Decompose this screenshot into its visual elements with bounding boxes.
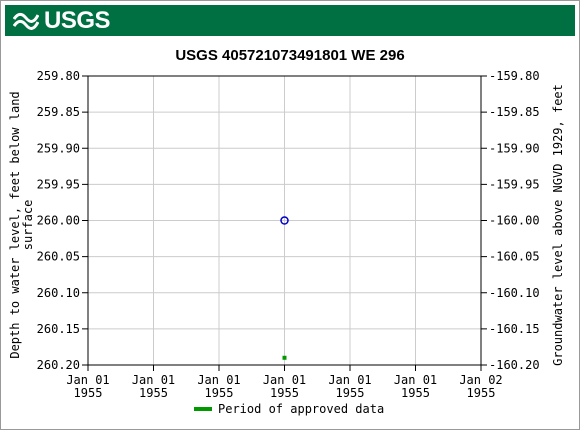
y-right-tick-label: -159.80 [489, 69, 540, 83]
y-right-tick-label: -160.10 [489, 286, 540, 300]
x-tick-label-date: Jan 01 [132, 373, 175, 387]
y-axis-left: 259.80 259.85 259.90 259.95 260.00 260.05 260.… [37, 69, 88, 372]
usgs-logo[interactable]: USGS [13, 7, 111, 34]
y-right-tick-label: -160.15 [489, 322, 540, 336]
x-tick-label-date: Jan 02 [459, 373, 502, 387]
y-left-tick-label: 259.95 [37, 177, 80, 191]
y-axis-right-label: Groundwater level above NGVD 1929, feet [551, 84, 565, 366]
y-right-tick-label: -160.05 [489, 250, 540, 264]
usgs-wave-icon [13, 12, 39, 30]
legend: Period of approved data [194, 402, 384, 416]
y-right-tick-label: -160.20 [489, 358, 540, 372]
chart-title: USGS 405721073491801 WE 296 [175, 47, 404, 64]
x-tick-label-year: 1955 [74, 386, 103, 400]
y-left-tick-label: 260.10 [37, 286, 80, 300]
x-tick-label-date: Jan 01 [197, 373, 240, 387]
y-left-tick-label: 260.00 [37, 214, 80, 228]
x-tick-label-year: 1955 [139, 386, 168, 400]
x-tick-label-year: 1955 [270, 386, 299, 400]
usgs-banner: USGS [5, 5, 575, 36]
y-right-tick-label: -159.95 [489, 177, 540, 191]
data-point [280, 216, 289, 225]
x-tick-label-date: Jan 01 [328, 373, 371, 387]
grid-lines [87, 75, 482, 366]
x-tick-label-year: 1955 [401, 386, 430, 400]
x-tick-label-year: 1955 [205, 386, 234, 400]
x-tick-label-date: Jan 01 [394, 373, 437, 387]
y-axis-left-label-line2: surface [21, 200, 35, 251]
y-right-tick-label: -159.85 [489, 105, 540, 119]
y-right-tick-label: -159.90 [489, 141, 540, 155]
y-left-tick-label: 260.15 [37, 322, 80, 336]
y-left-tick-label: 259.80 [37, 69, 80, 83]
y-left-tick-label: 260.05 [37, 250, 80, 264]
legend-label: Period of approved data [218, 402, 384, 416]
y-left-tick-label: 259.90 [37, 141, 80, 155]
y-axis-left-label-line1: Depth to water level, feet below land [8, 91, 22, 358]
approved-period-marker [282, 355, 287, 360]
usgs-logo-text: USGS [44, 7, 111, 34]
y-right-tick-label: -160.00 [489, 214, 540, 228]
data-marks [280, 216, 289, 360]
y-left-tick-label: 259.85 [37, 105, 80, 119]
x-tick-label-year: 1955 [467, 386, 496, 400]
y-left-tick-label: 260.20 [37, 358, 80, 372]
y-axis-right: -159.80 -159.85 -159.90 -159.95 -160.00 -160.… [481, 69, 540, 372]
x-tick-label-year: 1955 [336, 386, 365, 400]
x-tick-label-date: Jan 01 [263, 373, 306, 387]
x-tick-label-date: Jan 01 [66, 373, 109, 387]
